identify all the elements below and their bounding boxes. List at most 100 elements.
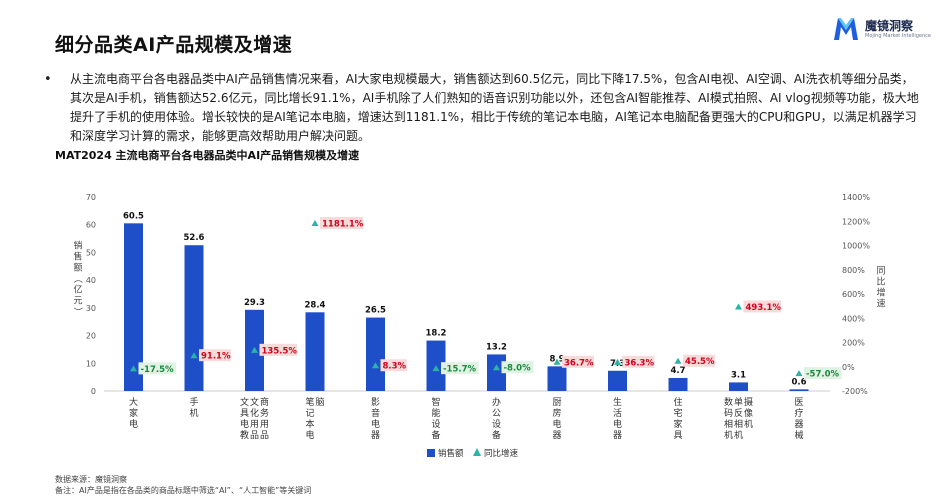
category-label-char: 大: [129, 396, 138, 408]
logo-name: 魔镜洞察: [865, 19, 914, 33]
legend-bar-swatch: [427, 449, 435, 457]
category-label-char: 化: [250, 407, 259, 419]
page-title: 细分品类AI产品规模及增速: [55, 34, 293, 56]
category-label-char: 笔: [305, 396, 314, 408]
y2-tick-label: 800%: [842, 266, 865, 275]
y-tick-label: 50: [86, 248, 96, 257]
growth-value-label: 36.3%: [625, 358, 655, 368]
growth-marker: [130, 365, 137, 372]
y-tick-label: 70: [86, 193, 96, 202]
growth-marker: [311, 220, 319, 227]
category-label-char: 码: [724, 408, 733, 419]
combo-chart: 0 10 20 30 40 50 60 70 -200% 0% 200% 400% 600% 800% 10…: [72, 193, 886, 459]
category-label-char: 手: [189, 396, 198, 408]
bar-value-label: 60.5: [123, 211, 144, 221]
category-label-char: 机: [189, 407, 198, 419]
category-label-char: 活: [613, 407, 622, 419]
growth-value-label: 493.1%: [746, 303, 782, 313]
y-axis-title: 销售额（亿元）: [72, 240, 83, 317]
source-note: 数据来源：魔镜洞察: [55, 475, 127, 484]
category-label-char: 用: [250, 419, 259, 430]
growth-marker: [372, 362, 379, 369]
category-label-char: 器: [552, 430, 561, 441]
growth-value-label: 8.3%: [383, 362, 407, 372]
category-label-char: 宅: [673, 407, 682, 419]
legend-marker-label: 同比增速: [484, 448, 519, 459]
category-label-char: 办: [492, 396, 501, 408]
growth-label-bg: [320, 217, 364, 230]
category-label-char: 厨: [552, 397, 561, 408]
category-label-char: 单: [734, 396, 743, 408]
bar-value-label: 28.4: [305, 300, 326, 310]
y-axis-title-char: 销: [73, 240, 82, 252]
y-axis-title-char: 亿: [73, 284, 82, 296]
chart-title: MAT2024 主流电商平台各电器品类中AI产品销售规模及增速: [55, 149, 360, 162]
y2-axis-title-char: 增: [876, 287, 885, 299]
y2-tick-label: 1000%: [842, 242, 870, 251]
y2-axis-title-char: 比: [876, 276, 885, 288]
category-label-char: 电: [305, 429, 314, 441]
category-label-char: 脑: [315, 396, 324, 408]
y2-tick-label: 1400%: [842, 193, 870, 202]
growth-value-label: 1181.1%: [322, 220, 364, 230]
bar: [366, 317, 385, 391]
bar-value-label: 26.5: [365, 306, 386, 316]
bar: [668, 377, 688, 391]
growth-marker: [251, 346, 258, 353]
bar: [729, 382, 748, 391]
growth-label-bg: [138, 362, 177, 375]
category-label-char: 具: [673, 430, 682, 441]
category-label-char: 生: [613, 396, 622, 408]
category-label-char: 机: [744, 418, 753, 430]
growth-value-label: 36.7%: [564, 358, 594, 368]
summary-paragraph: 从主流电商平台各电器品类中AI产品销售情况来看，AI大家电规模最大，销售额达到6…: [70, 72, 919, 143]
category-label-char: 商: [260, 396, 269, 408]
category-label-char: 像: [744, 407, 753, 419]
growth-value-label: 91.1%: [201, 352, 231, 362]
category-label-char: 反: [734, 408, 743, 419]
logo-subtitle: Mojing Market Intelligence: [865, 33, 931, 39]
y-tick-label: 40: [86, 276, 96, 285]
category-label-char: 品: [250, 430, 259, 441]
y-tick-label: 20: [86, 332, 96, 341]
category-label-char: 电: [129, 418, 138, 430]
category-label-char: 电: [552, 418, 561, 430]
bar-value-label: 18.2: [426, 329, 447, 339]
category-label-char: 设: [431, 419, 440, 430]
growth-value-label: -15.7%: [443, 365, 476, 375]
growth-marker: [735, 303, 742, 310]
y-tick-label: 30: [86, 304, 96, 313]
growth-value-label: 135.5%: [262, 346, 298, 356]
y-axis-title-char: （: [72, 274, 83, 283]
category-label-char: 器: [371, 430, 380, 441]
y2-tick-label: 0%: [842, 363, 855, 372]
category-label-char: 品: [260, 430, 269, 441]
category-label-char: 具: [240, 408, 249, 419]
category-label-char: 智: [431, 396, 440, 408]
y-axis-title-char: 售: [73, 251, 82, 263]
bar-value-label: 13.2: [486, 342, 507, 352]
category-label-char: 文: [250, 396, 259, 408]
bar: [184, 245, 204, 391]
category-label-char: 机: [724, 429, 733, 441]
y2-axis-title-char: 同: [876, 266, 885, 277]
growth-value-label: -17.5%: [141, 365, 174, 375]
growth-value-label: 45.5%: [685, 357, 715, 367]
growth-label-bg: [441, 362, 479, 375]
y2-tick-label: -200%: [842, 387, 868, 396]
growth-label-bg: [622, 355, 655, 368]
bar: [305, 312, 325, 391]
growth-label-bg: [562, 355, 594, 368]
y-axis-title-char: ）: [72, 307, 83, 316]
category-label-char: 公: [492, 408, 501, 419]
category-label-char: 数: [724, 396, 733, 408]
y2-tick-label: 600%: [842, 290, 865, 299]
category-label-char: 电: [613, 418, 622, 430]
category-label-char: 器: [794, 419, 803, 430]
category-label-char: 用: [260, 419, 269, 430]
category-label-char: 摄: [744, 396, 753, 408]
category-label-char: 医: [794, 397, 803, 408]
category-label-char: 相: [734, 418, 743, 430]
category-label-char: 家: [129, 407, 138, 419]
bar-value-label: 3.1: [731, 370, 746, 380]
